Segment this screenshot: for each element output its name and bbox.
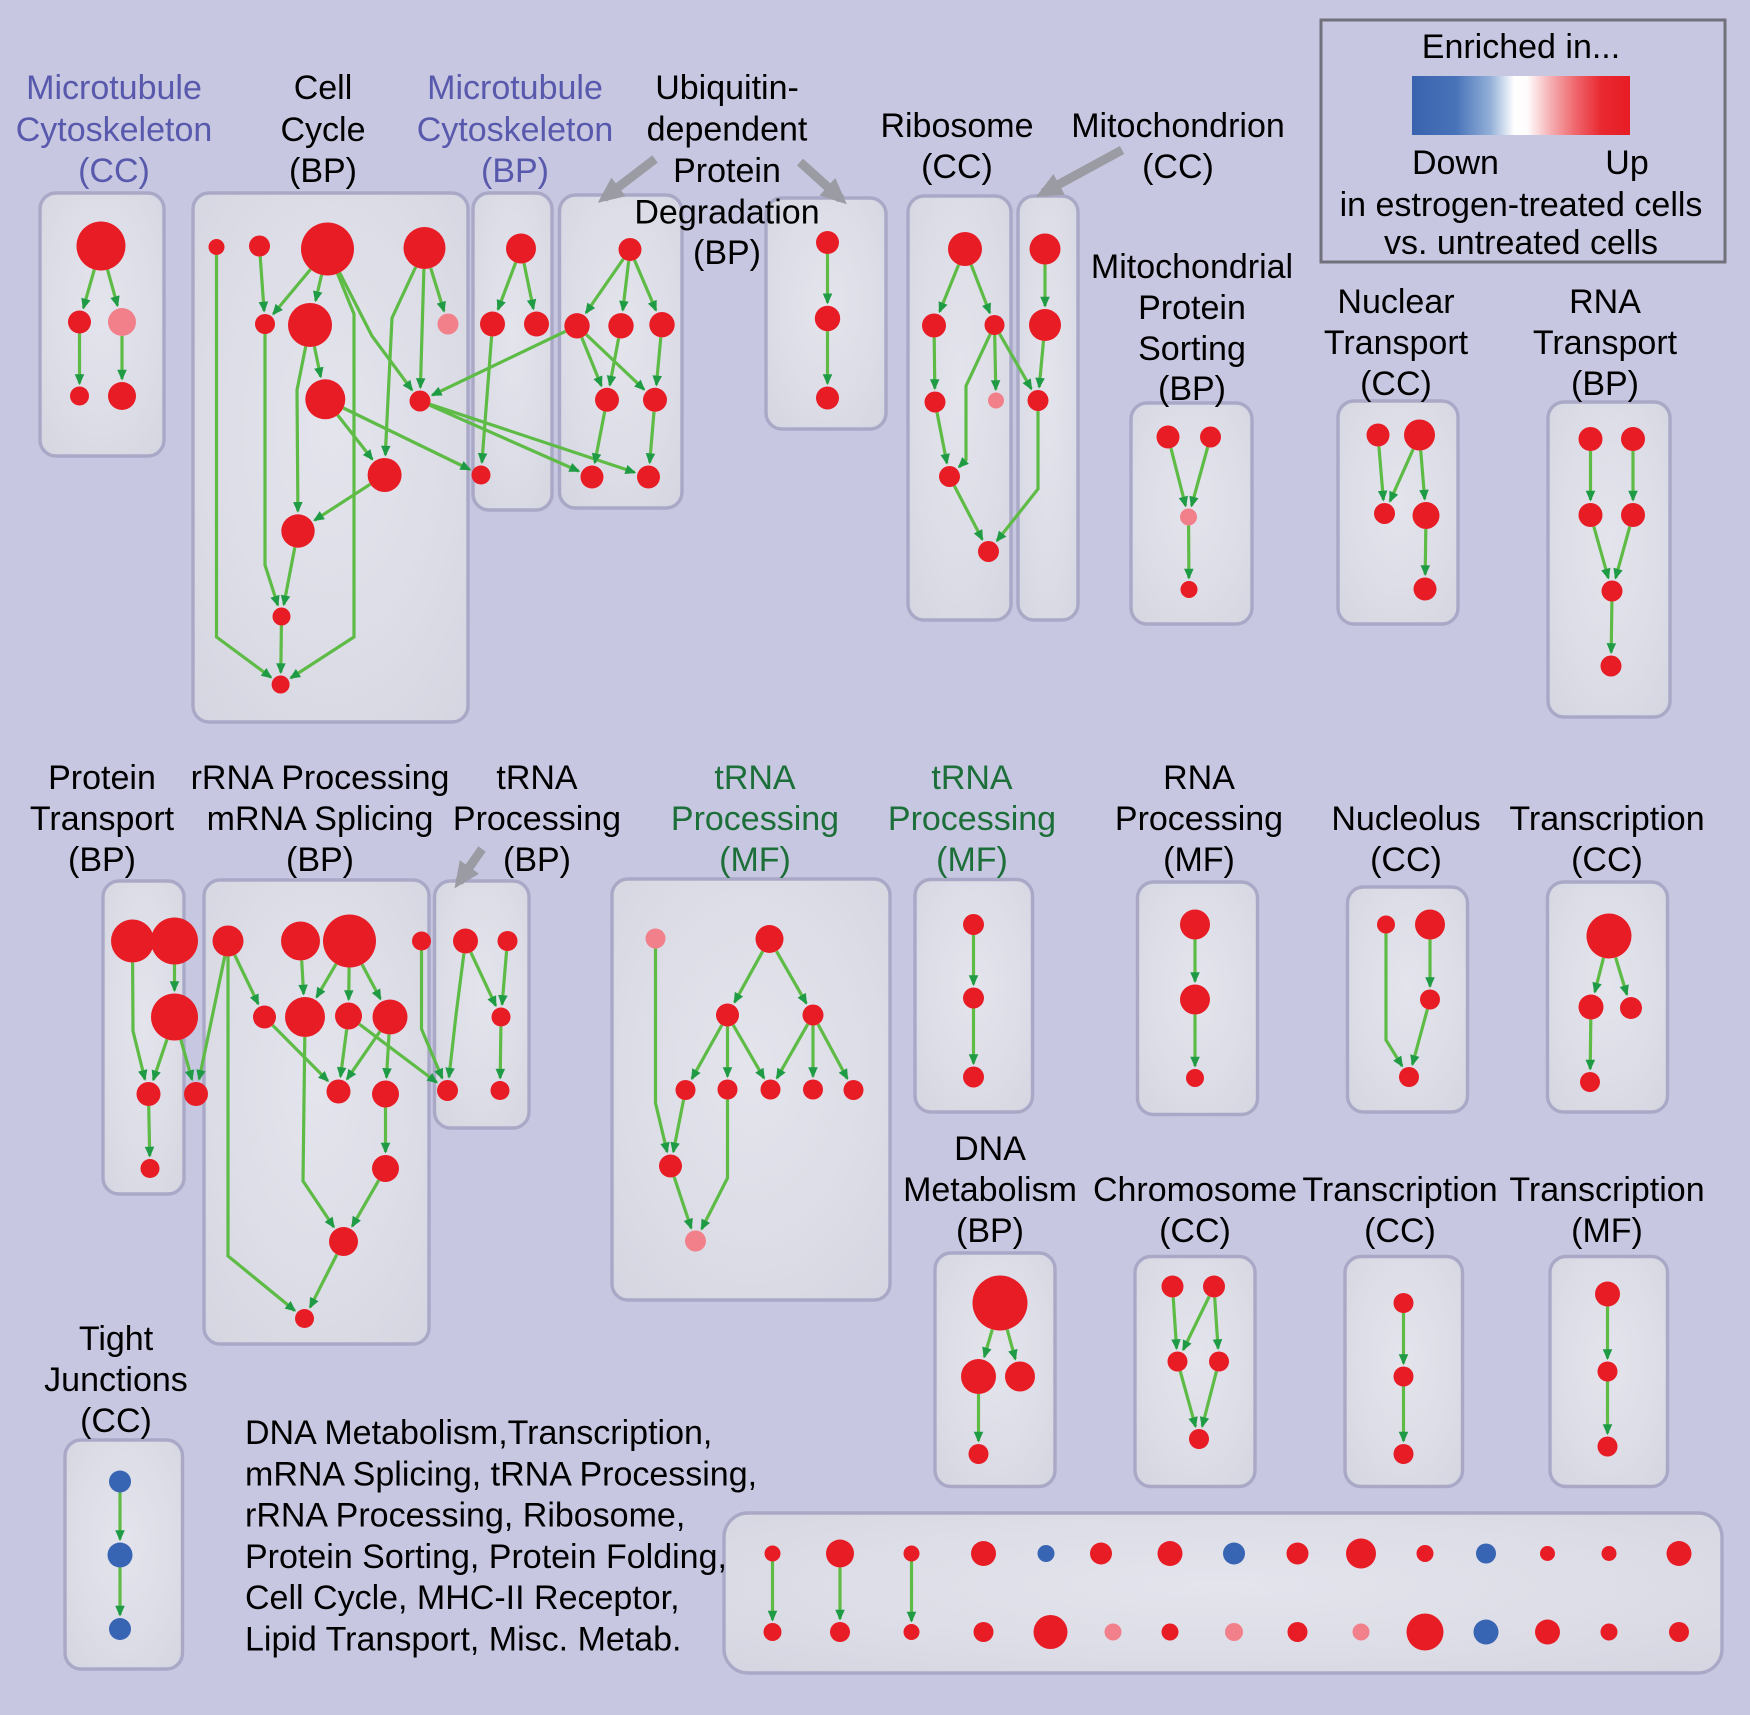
svg-text:dependent: dependent (647, 111, 808, 149)
svg-text:Transcription: Transcription (1509, 800, 1704, 838)
svg-text:Protein: Protein (673, 152, 781, 190)
svg-text:Lipid Transport, Misc. Metab.: Lipid Transport, Misc. Metab. (245, 1621, 682, 1659)
svg-text:(BP): (BP) (481, 152, 549, 190)
svg-text:DNA Metabolism,Transcription,: DNA Metabolism,Transcription, (245, 1414, 712, 1452)
svg-text:(CC): (CC) (1364, 1212, 1436, 1250)
svg-text:Cell Cycle, MHC-II Receptor,: Cell Cycle, MHC-II Receptor, (245, 1579, 680, 1617)
svg-text:Transcription: Transcription (1509, 1171, 1704, 1209)
svg-text:(MF): (MF) (719, 841, 791, 879)
svg-text:mRNA Splicing: mRNA Splicing (207, 800, 434, 838)
svg-text:(BP): (BP) (693, 234, 761, 272)
svg-text:Tight: Tight (79, 1320, 154, 1358)
svg-text:mRNA Splicing, tRNA Processing: mRNA Splicing, tRNA Processing, (245, 1455, 757, 1493)
svg-text:(MF): (MF) (1163, 841, 1235, 879)
svg-text:Cycle: Cycle (280, 111, 365, 149)
svg-text:vs. untreated cells: vs. untreated cells (1384, 224, 1658, 262)
svg-text:(BP): (BP) (503, 841, 571, 879)
svg-text:Microtubule: Microtubule (26, 69, 202, 107)
svg-text:Cytoskeleton: Cytoskeleton (16, 111, 213, 149)
svg-text:(BP): (BP) (1571, 365, 1639, 403)
svg-text:Processing: Processing (1115, 800, 1283, 838)
svg-text:RNA: RNA (1569, 283, 1641, 321)
svg-text:Processing: Processing (888, 800, 1056, 838)
svg-text:Degradation: Degradation (634, 194, 819, 232)
svg-text:(CC): (CC) (1370, 841, 1442, 879)
svg-text:Protein: Protein (48, 759, 156, 797)
svg-text:(CC): (CC) (1360, 365, 1432, 403)
svg-text:rRNA Processing: rRNA Processing (191, 759, 450, 797)
svg-text:Junctions: Junctions (44, 1361, 188, 1399)
svg-text:(CC): (CC) (78, 152, 150, 190)
svg-text:Nucleolus: Nucleolus (1331, 800, 1480, 838)
svg-text:Transport: Transport (1324, 324, 1469, 362)
svg-text:(CC): (CC) (1571, 841, 1643, 879)
svg-text:(BP): (BP) (289, 152, 357, 190)
svg-text:Cytoskeleton: Cytoskeleton (417, 111, 614, 149)
svg-text:Protein: Protein (1138, 289, 1246, 327)
svg-text:Transport: Transport (1533, 324, 1678, 362)
svg-text:(CC): (CC) (1142, 148, 1214, 186)
svg-text:Up: Up (1605, 144, 1648, 182)
svg-text:tRNA: tRNA (714, 759, 796, 797)
svg-text:Cell: Cell (294, 69, 353, 107)
svg-text:Processing: Processing (453, 800, 621, 838)
svg-text:(BP): (BP) (956, 1212, 1024, 1250)
svg-text:Ubiquitin-: Ubiquitin- (655, 69, 799, 107)
svg-text:(BP): (BP) (1158, 370, 1226, 408)
svg-text:Nuclear: Nuclear (1337, 283, 1454, 321)
svg-text:Transcription: Transcription (1302, 1171, 1497, 1209)
svg-text:(BP): (BP) (286, 841, 354, 879)
svg-text:RNA: RNA (1163, 759, 1235, 797)
svg-text:Sorting: Sorting (1138, 330, 1246, 368)
svg-text:Ribosome: Ribosome (880, 107, 1033, 145)
svg-text:(CC): (CC) (1159, 1212, 1231, 1250)
svg-text:Microtubule: Microtubule (427, 69, 603, 107)
svg-text:tRNA: tRNA (931, 759, 1013, 797)
svg-text:Chromosome: Chromosome (1093, 1171, 1297, 1209)
svg-text:Down: Down (1412, 144, 1499, 182)
svg-text:rRNA Processing, Ribosome,: rRNA Processing, Ribosome, (245, 1497, 685, 1535)
svg-text:Mitochondrion: Mitochondrion (1071, 107, 1285, 145)
svg-text:DNA: DNA (954, 1130, 1026, 1168)
svg-text:Mitochondrial: Mitochondrial (1091, 248, 1293, 286)
svg-text:Transport: Transport (30, 800, 175, 838)
svg-text:(CC): (CC) (80, 1402, 152, 1440)
svg-text:(BP): (BP) (68, 841, 136, 879)
svg-text:Enriched in...: Enriched in... (1422, 28, 1620, 66)
svg-text:Protein Sorting, Protein Foldi: Protein Sorting, Protein Folding, (245, 1538, 727, 1576)
svg-text:(MF): (MF) (1571, 1212, 1643, 1250)
svg-text:(MF): (MF) (936, 841, 1008, 879)
svg-text:tRNA: tRNA (496, 759, 578, 797)
svg-text:Processing: Processing (671, 800, 839, 838)
svg-text:in estrogen-treated cells: in estrogen-treated cells (1340, 186, 1703, 224)
svg-text:Metabolism: Metabolism (903, 1171, 1077, 1209)
svg-text:(CC): (CC) (921, 148, 993, 186)
